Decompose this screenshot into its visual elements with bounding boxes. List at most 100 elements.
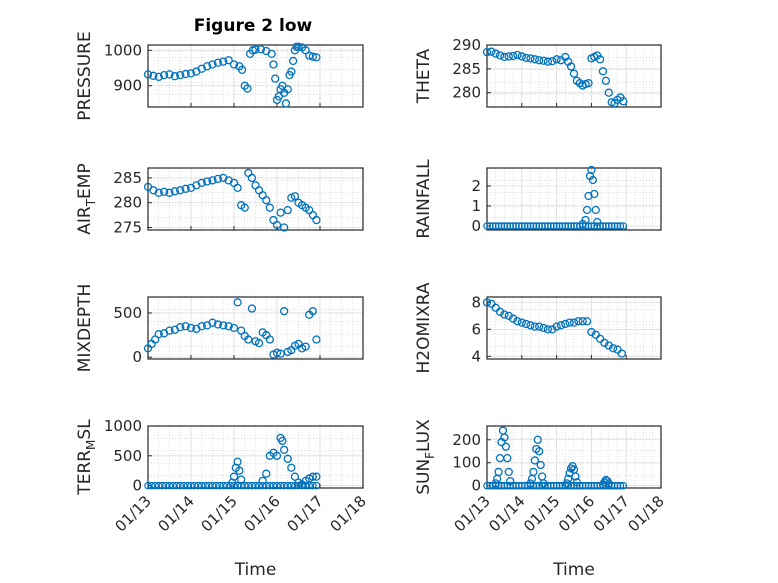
data-point (517, 52, 526, 61)
data-point (247, 304, 257, 313)
baseline-marker (183, 481, 192, 490)
data-point (170, 72, 180, 81)
y-tick-label: 285 (452, 60, 481, 78)
axes-box-5 (486, 296, 662, 360)
baseline-marker (587, 222, 596, 230)
baseline-marker (515, 222, 523, 230)
data-point (543, 325, 553, 334)
data-point (584, 79, 593, 88)
baseline-marker (248, 481, 256, 490)
axes-box-3 (486, 167, 662, 231)
baseline-marker (312, 481, 321, 490)
data-point (283, 206, 292, 215)
data-point (262, 469, 271, 478)
data-point (197, 322, 206, 331)
baseline-marker (162, 481, 170, 490)
baseline-marker (197, 481, 206, 490)
data-point (287, 67, 296, 76)
data-point (513, 317, 522, 326)
data-point (566, 62, 576, 71)
axes-box-2 (147, 167, 364, 231)
baseline-marker (616, 481, 625, 490)
data-point (181, 184, 190, 193)
data-point (283, 454, 292, 463)
data-point (208, 176, 217, 185)
data-point (301, 342, 310, 351)
data-point (601, 76, 611, 85)
data-point (213, 58, 223, 67)
data-point (530, 456, 539, 465)
y-tick-label: 900 (113, 77, 142, 95)
subplot-2: 275 280 285 AIRTEMP (75, 163, 364, 237)
data-point (219, 321, 228, 330)
baseline-marker (587, 481, 596, 490)
baseline-marker (541, 222, 549, 230)
baseline-marker (205, 481, 213, 490)
y-tick-label: 2 (471, 177, 481, 195)
data-point (598, 67, 608, 76)
data-point (561, 319, 570, 329)
data-point (548, 325, 557, 334)
baseline-marker (549, 481, 558, 490)
baseline-marker (172, 481, 181, 490)
baseline-marker (578, 481, 587, 490)
baseline-marker (526, 222, 535, 230)
data-point (582, 205, 592, 215)
data-point (591, 205, 600, 215)
y-axis-label-2: AIRTEMP (75, 163, 98, 234)
y-tick-label: 290 (452, 36, 481, 54)
baseline-marker (555, 481, 564, 490)
data-point (237, 475, 246, 484)
subplot-0: 900 1000 PRESSURE (75, 31, 364, 121)
data-point (539, 56, 548, 65)
data-point (491, 479, 500, 488)
baseline-marker (280, 481, 288, 490)
baseline-marker (535, 222, 544, 230)
data-point (569, 318, 579, 327)
y-tick-label: 280 (452, 84, 481, 102)
data-point (290, 192, 300, 201)
data-point (202, 177, 212, 186)
data-point (294, 42, 303, 51)
data-point (600, 338, 609, 347)
baseline-marker (599, 222, 607, 230)
y-tick-label: 500 (113, 304, 142, 322)
data-point (504, 311, 513, 321)
data-point (503, 453, 512, 463)
baseline-marker (549, 222, 558, 230)
y-tick-label: 285 (113, 169, 142, 187)
y-tick-label: 100 (452, 454, 481, 472)
data-point (251, 45, 260, 54)
y-tick-label: 1000 (104, 417, 142, 435)
y-tick-label: 4 (471, 347, 481, 365)
baseline-marker (558, 222, 567, 230)
baseline-marker (555, 222, 564, 230)
baseline-marker (613, 222, 622, 230)
baseline-marker (240, 481, 249, 490)
data-point (495, 51, 505, 60)
baseline-marker (154, 481, 163, 490)
data-point (482, 48, 492, 57)
baseline-marker (169, 481, 177, 490)
data-point (149, 71, 158, 80)
data-point (530, 322, 539, 331)
y-tick-label: 0 (471, 217, 481, 235)
baseline-marker (506, 222, 515, 230)
data-point (500, 310, 509, 319)
data-point (267, 49, 276, 59)
data-point (565, 318, 574, 327)
baseline-marker (558, 481, 567, 490)
baseline-marker (619, 222, 628, 230)
data-point (213, 320, 223, 329)
data-point (233, 298, 242, 307)
baseline-marker (144, 481, 152, 490)
data-point (181, 322, 190, 331)
data-point (229, 60, 239, 69)
baseline-marker (541, 481, 549, 490)
data-point (569, 69, 579, 78)
data-point (506, 476, 515, 486)
data-point (280, 445, 289, 454)
baseline-marker (529, 222, 538, 230)
data-point (276, 208, 285, 217)
